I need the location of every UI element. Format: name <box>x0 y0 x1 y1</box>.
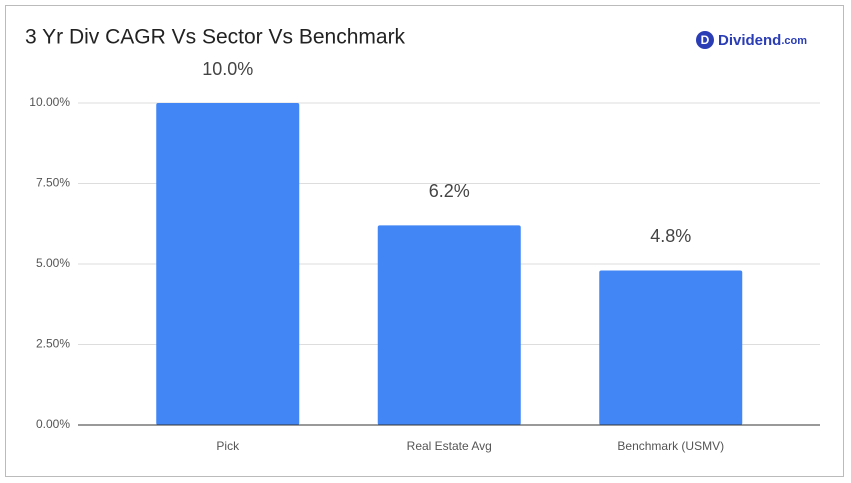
x-tick-label: Pick <box>216 439 240 453</box>
logo-name: Dividend <box>718 32 781 49</box>
y-tick-label: 0.00% <box>36 417 70 431</box>
x-tick-label: Real Estate Avg <box>407 439 492 453</box>
logo-icon-bg <box>696 31 714 49</box>
logo-suffix: .com <box>781 35 807 47</box>
logo: D Dividend.com <box>696 31 807 49</box>
logo-icon: D <box>701 33 710 47</box>
y-tick-label: 10.00% <box>29 95 70 109</box>
y-tick-label: 5.00% <box>36 256 70 270</box>
value-label: 6.2% <box>429 181 470 201</box>
bar <box>599 270 743 425</box>
bar <box>156 103 300 425</box>
value-label: 10.0% <box>202 59 253 79</box>
x-tick-label: Benchmark (USMV) <box>617 439 724 453</box>
value-label: 4.8% <box>650 226 691 246</box>
bar <box>377 225 521 425</box>
y-tick-label: 7.50% <box>36 176 70 190</box>
chart-title: 3 Yr Div CAGR Vs Sector Vs Benchmark <box>25 26 406 49</box>
logo-text: Dividend.com <box>718 32 807 49</box>
y-tick-label: 2.50% <box>36 337 70 351</box>
